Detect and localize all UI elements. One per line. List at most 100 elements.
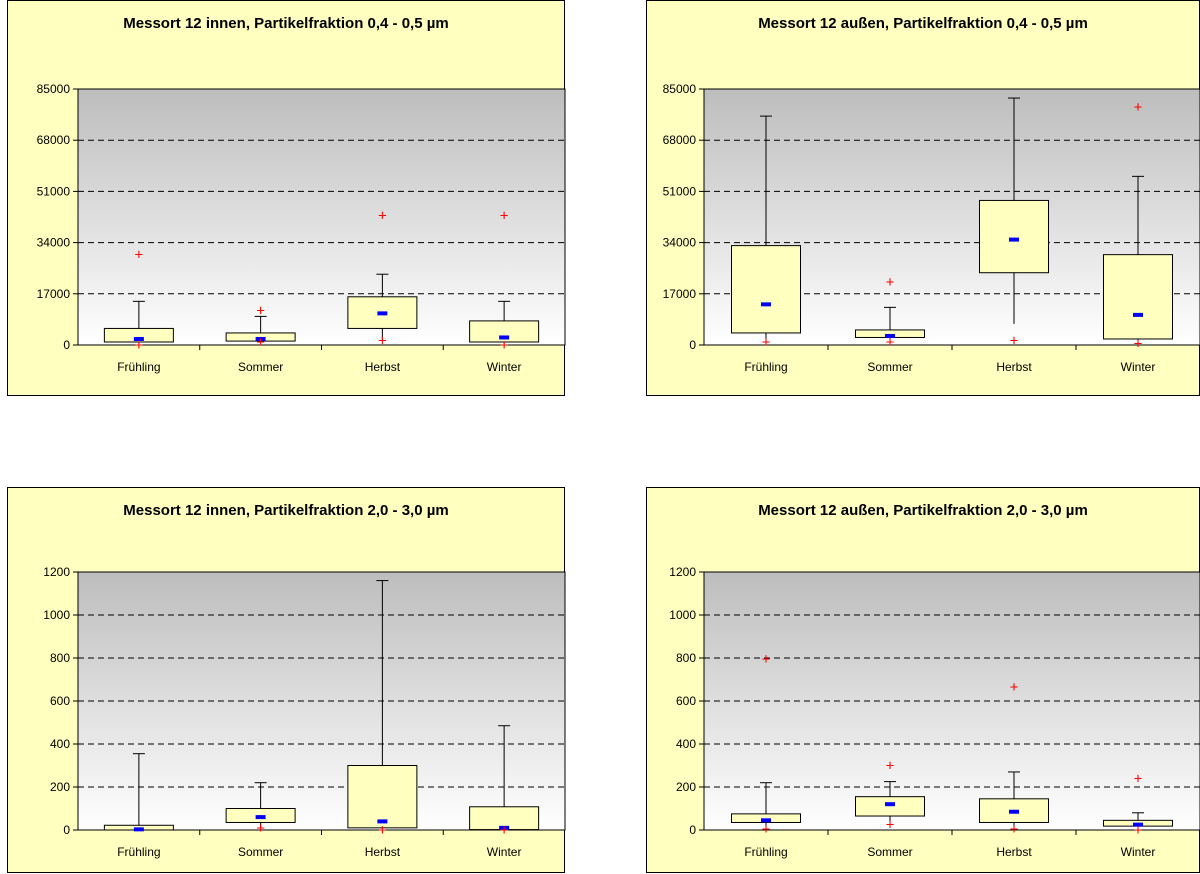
x-tick-label: Herbst [996,360,1032,374]
box [731,813,801,823]
x-tick-label: Winter [1121,845,1156,859]
outlier-high: + [762,651,771,668]
box [103,327,174,343]
chart-title: Messort 12 innen, Partikelfraktion 2,0 -… [123,502,449,519]
x-tick-label: Sommer [238,360,283,374]
x-tick-label: Sommer [867,360,912,374]
outlier-low: + [378,822,387,839]
boxplot-svg: 0 17000 34000 51000 68000 85000 + + Frühling + + So… [37,82,566,374]
median-marker [885,333,895,338]
y-tick-label: 1000 [669,608,696,622]
chart-panel-innen-0-4: Messort 12 innen, Partikelfraktion 0,4 -… [7,0,566,396]
y-tick-label: 0 [63,823,70,837]
x-tick-label: Sommer [867,845,912,859]
x-tick-label: Frühling [744,845,787,859]
outlier-low: + [500,337,509,354]
y-tick-label: 0 [63,338,70,352]
outlier-low: + [500,822,509,839]
outlier-low: + [256,820,265,837]
outlier-low: + [1134,822,1143,839]
median-marker [377,311,388,316]
chart-title: Messort 12 außen, Partikelfraktion 0,4 -… [758,15,1088,32]
outlier-high: + [256,302,265,319]
x-tick-label: Frühling [117,360,160,374]
median-marker [377,819,388,824]
median-marker [1133,822,1143,827]
box [979,199,1049,274]
chart-title: Messort 12 innen, Partikelfraktion 0,4 -… [123,15,449,32]
box [731,245,801,334]
outlier-high: + [378,207,387,224]
y-tick-label: 800 [676,651,696,665]
y-tick-label: 1200 [43,565,70,579]
box [469,320,540,343]
outlier-high: + [134,247,143,264]
outlier-high: + [1134,99,1143,116]
chart-panel-innen-2-0: Messort 12 innen, Partikelfraktion 2,0 -… [7,487,566,873]
x-tick-label: Winter [487,845,522,859]
outlier-high: + [1134,770,1143,787]
outlier-low: + [1010,821,1019,838]
box [347,765,418,829]
y-tick-label: 0 [689,823,696,837]
median-marker [1009,809,1019,814]
boxplot-svg: 0 17000 34000 51000 68000 85000 + Frühling + + Som… [663,82,1200,374]
x-tick-label: Frühling [744,360,787,374]
y-tick-label: 600 [676,694,696,708]
y-tick-label: 200 [50,780,70,794]
y-tick-label: 800 [50,651,70,665]
outlier-low: + [134,337,143,354]
outlier-low: + [762,334,771,351]
y-tick-label: 1200 [669,565,696,579]
y-tick-label: 17000 [663,287,697,301]
outlier-high: + [1010,679,1019,696]
y-tick-label: 400 [676,737,696,751]
median-marker [1133,312,1143,317]
outlier-low: + [886,334,895,351]
median-marker [761,818,771,823]
median-marker [133,827,144,832]
median-marker [255,336,266,341]
x-tick-label: Frühling [117,845,160,859]
y-tick-label: 17000 [37,287,71,301]
y-tick-label: 51000 [37,184,71,198]
y-tick-label: 85000 [37,82,71,96]
y-tick-label: 85000 [663,82,697,96]
box [855,796,925,817]
y-tick-label: 34000 [37,236,71,250]
outlier-low: + [762,821,771,838]
x-tick-label: Herbst [365,360,401,374]
outlier-low: + [1010,332,1019,349]
outlier-low: + [378,332,387,349]
x-tick-label: Winter [487,360,522,374]
x-tick-label: Herbst [365,845,401,859]
median-marker [255,815,266,820]
outlier-high: + [886,274,895,291]
boxplot-svg: 0 200 400 600 800 1000 1200 Frühling + Sommer + Her… [43,565,566,859]
y-tick-label: 600 [50,694,70,708]
chart-panel-aussen-0-4: Messort 12 außen, Partikelfraktion 0,4 -… [646,0,1200,396]
x-tick-label: Herbst [996,845,1032,859]
y-tick-label: 34000 [663,236,697,250]
x-tick-label: Winter [1121,360,1156,374]
y-tick-label: 400 [50,737,70,751]
chart-title: Messort 12 außen, Partikelfraktion 2,0 -… [758,502,1088,519]
outlier-high: + [500,207,509,224]
y-tick-label: 68000 [37,133,71,147]
chart-panel-aussen-2-0: Messort 12 außen, Partikelfraktion 2,0 -… [646,487,1200,873]
median-marker [885,802,895,807]
plot-area [77,88,566,346]
box [1103,254,1173,340]
x-tick-label: Sommer [238,845,283,859]
median-marker [1009,237,1019,242]
boxplot-svg: 0 200 400 600 800 1000 1200 + + Frühling + + Sommer +… [669,565,1200,859]
outlier-high: + [886,758,895,775]
y-tick-label: 1000 [43,608,70,622]
y-tick-label: 200 [676,780,696,794]
median-marker [133,336,144,341]
outlier-low: + [886,817,895,834]
median-marker [761,302,771,307]
median-marker [499,335,510,340]
median-marker [499,825,510,830]
outlier-low: + [256,334,265,351]
